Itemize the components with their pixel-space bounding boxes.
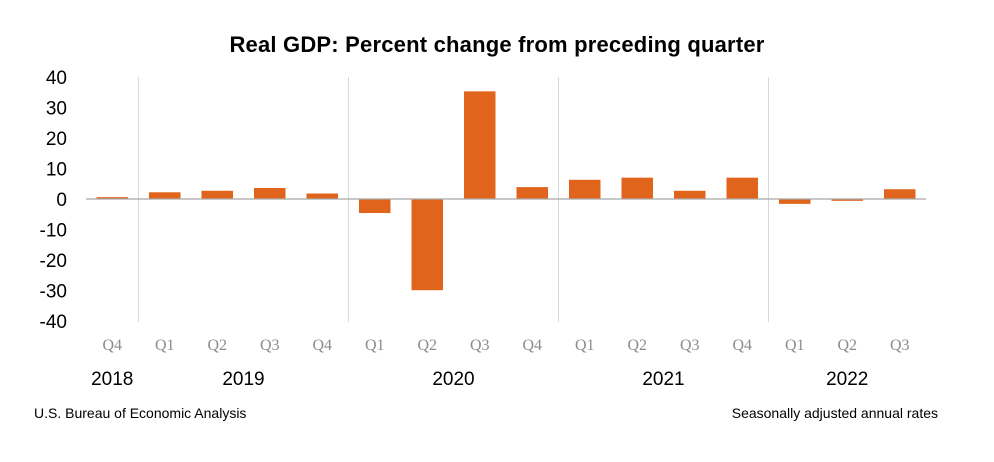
gdp-bar bbox=[621, 177, 653, 199]
gdp-bar bbox=[516, 187, 548, 199]
quarter-label: Q1 bbox=[575, 337, 595, 354]
y-tick-label: 20 bbox=[46, 129, 67, 150]
quarter-label: Q3 bbox=[890, 337, 910, 354]
y-tick-label: -20 bbox=[40, 251, 67, 272]
y-tick-label: -40 bbox=[40, 312, 67, 333]
year-label: 2020 bbox=[432, 369, 474, 390]
gdp-bar bbox=[779, 199, 811, 204]
gdp-bar bbox=[96, 197, 128, 199]
y-tick-label: 40 bbox=[46, 68, 67, 89]
y-tick-label: -10 bbox=[40, 221, 67, 242]
quarter-label: Q1 bbox=[365, 337, 385, 354]
quarter-label: Q3 bbox=[470, 337, 490, 354]
gdp-bar bbox=[464, 91, 496, 199]
quarter-label: Q2 bbox=[417, 337, 437, 354]
y-tick-label: 30 bbox=[46, 99, 67, 120]
quarter-label: Q3 bbox=[680, 337, 700, 354]
gdp-bar bbox=[884, 189, 916, 199]
gdp-bar bbox=[411, 199, 443, 291]
gdp-bar bbox=[674, 190, 706, 199]
gdp-bar bbox=[569, 179, 601, 199]
gdp-bar bbox=[359, 199, 391, 214]
gdp-bar bbox=[306, 193, 338, 199]
year-label: 2022 bbox=[826, 369, 868, 390]
gdp-bar bbox=[831, 199, 863, 201]
y-tick-label: -30 bbox=[40, 282, 67, 303]
y-tick-label: 10 bbox=[46, 160, 67, 181]
quarter-label: Q3 bbox=[260, 337, 280, 354]
quarter-label: Q2 bbox=[837, 337, 857, 354]
gdp-bar bbox=[254, 188, 286, 199]
gdp-bar bbox=[726, 177, 758, 199]
gdp-bar bbox=[201, 190, 233, 199]
y-tick-label: 0 bbox=[56, 190, 67, 211]
gdp-bar bbox=[149, 192, 181, 199]
source-note: U.S. Bureau of Economic Analysis bbox=[34, 405, 247, 421]
quarter-label: Q1 bbox=[785, 337, 805, 354]
quarter-label: Q4 bbox=[312, 337, 332, 354]
rate-note: Seasonally adjusted annual rates bbox=[731, 405, 938, 421]
year-label: 2019 bbox=[222, 369, 264, 390]
year-label: 2021 bbox=[642, 369, 684, 390]
quarter-label: Q2 bbox=[627, 337, 647, 354]
quarter-label: Q4 bbox=[102, 337, 122, 354]
chart-title: Real GDP: Percent change from preceding … bbox=[229, 32, 765, 57]
quarter-label: Q1 bbox=[155, 337, 175, 354]
quarter-label: Q4 bbox=[732, 337, 752, 354]
quarter-label: Q2 bbox=[207, 337, 227, 354]
quarter-label: Q4 bbox=[522, 337, 542, 354]
year-label: 2018 bbox=[91, 369, 133, 390]
